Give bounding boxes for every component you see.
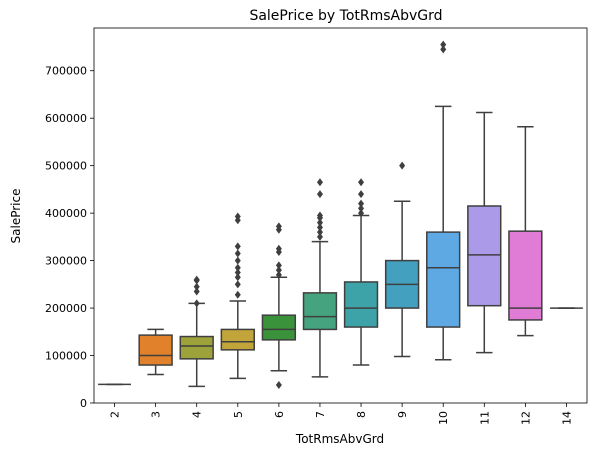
outlier-point — [234, 280, 241, 289]
box-iqr — [508, 230, 543, 321]
box-iqr — [467, 205, 502, 307]
outlier-point — [193, 287, 200, 296]
outlier-point — [234, 256, 241, 265]
y-axis-label: SalePrice — [9, 189, 23, 244]
plot-frame — [93, 27, 588, 404]
outlier-point — [234, 249, 241, 258]
box-12 — [508, 125, 543, 337]
outlier-point — [234, 242, 241, 251]
outlier-point — [316, 211, 323, 220]
outlier-point — [275, 266, 282, 275]
box-5 — [220, 212, 255, 380]
box-iqr — [220, 328, 255, 351]
outlier-point — [358, 209, 365, 218]
outlier-point — [399, 161, 406, 170]
x-tick-label: 9 — [396, 411, 409, 418]
outlier-point — [358, 178, 365, 187]
outlier-point — [316, 228, 323, 237]
outlier-point — [234, 263, 241, 272]
outlier-point — [440, 40, 447, 49]
box-7 — [302, 178, 338, 378]
box-10 — [426, 40, 461, 361]
outlier-point — [358, 190, 365, 199]
x-tick-label: 14 — [560, 411, 573, 425]
y-tick-label: 700000 — [45, 65, 87, 78]
outlier-point — [275, 381, 282, 390]
outlier-point — [193, 275, 200, 284]
box-3 — [138, 328, 173, 376]
outlier-point — [358, 204, 365, 213]
y-tick-label: 100000 — [45, 350, 87, 363]
x-tick-label: 4 — [191, 411, 204, 418]
x-axis: 2 3 4 5 6 7 8 9 10 11 12 14 — [109, 403, 573, 425]
box-9 — [384, 161, 420, 358]
y-tick-label: 200000 — [45, 302, 87, 315]
y-tick-label: 500000 — [45, 160, 87, 173]
chart-title: SalePrice by TotRmsAbvGrd — [249, 8, 442, 24]
outlier-point — [234, 268, 241, 277]
x-tick-label: 2 — [109, 411, 122, 418]
box-11 — [467, 111, 502, 354]
box-iqr — [179, 335, 214, 360]
box-6 — [261, 222, 297, 390]
x-tick-label: 10 — [437, 411, 450, 425]
y-tick-label: 300000 — [45, 255, 87, 268]
box-iqr — [426, 231, 461, 328]
outlier-point — [275, 261, 282, 270]
outlier-point — [234, 212, 241, 221]
box-8 — [343, 178, 379, 366]
outlier-point — [193, 282, 200, 291]
outlier-point — [316, 218, 323, 227]
x-tick-label: 5 — [232, 411, 245, 418]
x-tick-label: 11 — [478, 411, 491, 425]
outlier-point — [316, 190, 323, 199]
outlier-point — [275, 270, 282, 279]
box-4 — [179, 275, 214, 388]
outlier-point — [275, 222, 282, 231]
x-tick-label: 6 — [273, 411, 286, 418]
outlier-point — [234, 290, 241, 299]
x-tick-label: 8 — [355, 411, 368, 418]
x-tick-label: 3 — [150, 411, 163, 418]
x-tick-label: 7 — [314, 411, 327, 418]
outlier-point — [358, 199, 365, 208]
y-axis: 0 100000 200000 300000 400000 500000 600000 700… — [45, 65, 94, 410]
x-tick-label: 12 — [519, 411, 532, 425]
x-axis-label: TotRmsAbvGrd — [295, 432, 384, 446]
outlier-point — [316, 232, 323, 241]
outlier-point — [440, 45, 447, 54]
outlier-point — [316, 178, 323, 187]
box-iqr — [138, 334, 173, 366]
outlier-point — [275, 244, 282, 253]
box-iqr — [302, 292, 338, 331]
outlier-point — [193, 299, 200, 308]
outlier-point — [316, 223, 323, 232]
y-tick-label: 0 — [80, 397, 87, 410]
outlier-point — [234, 273, 241, 282]
box-iqr — [343, 281, 379, 328]
plot-area — [98, 40, 583, 390]
box-iqr — [261, 314, 297, 341]
y-tick-label: 600000 — [45, 112, 87, 125]
y-tick-label: 400000 — [45, 207, 87, 220]
